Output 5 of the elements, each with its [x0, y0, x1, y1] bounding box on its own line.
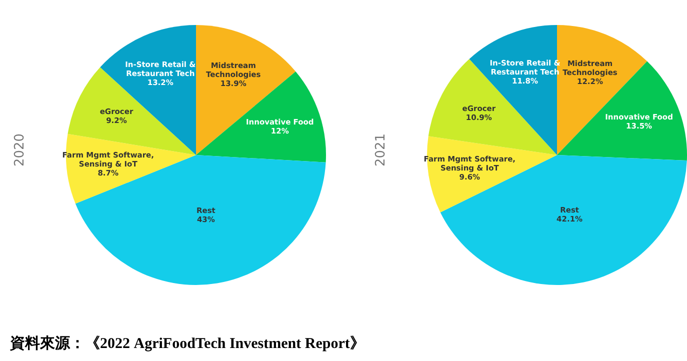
text: 2021	[374, 133, 388, 167]
pie-slice	[196, 72, 326, 162]
text: 2020	[12, 133, 28, 167]
source-note: 資料來源：《2022 AgriFoodTech Investment Report》	[10, 334, 365, 353]
pie-slice	[196, 25, 296, 155]
